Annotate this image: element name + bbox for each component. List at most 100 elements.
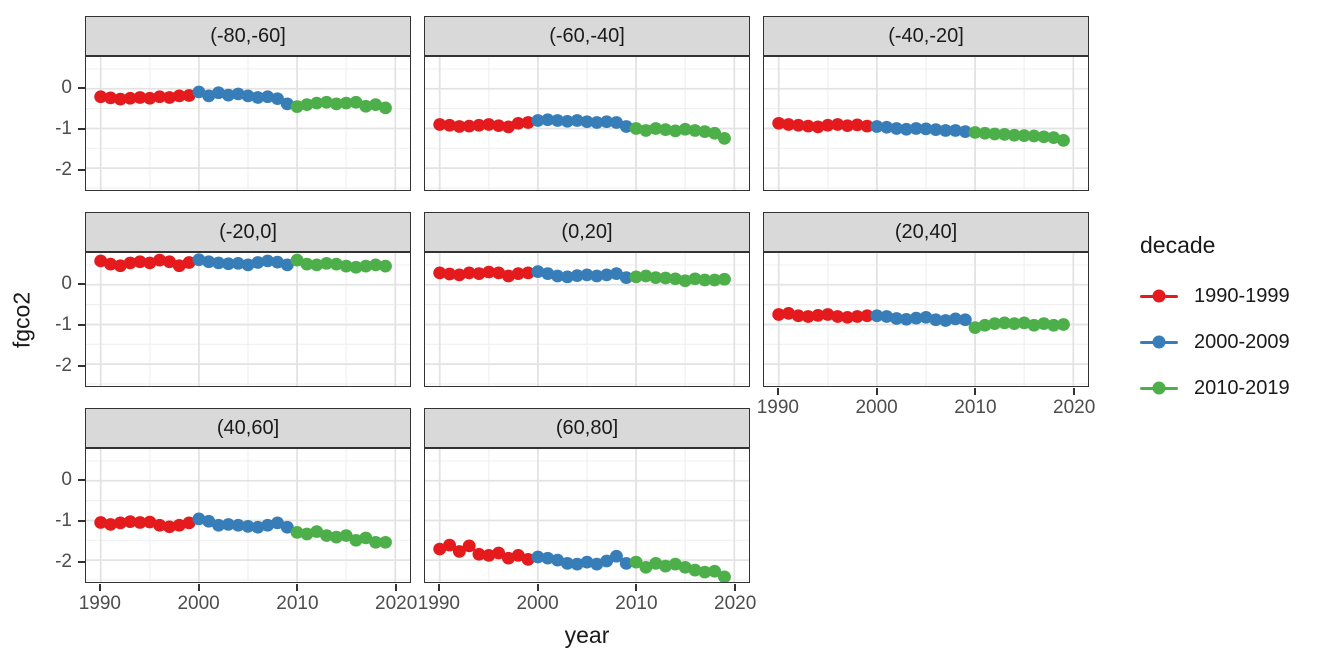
data-point: [192, 85, 206, 99]
data-point: [791, 309, 805, 323]
data-point: [590, 557, 604, 571]
data-point: [1056, 318, 1070, 331]
data-point: [359, 531, 373, 545]
data-point: [482, 549, 496, 562]
data-point: [369, 98, 383, 111]
x-tick-label: 2000: [516, 593, 559, 614]
data-point: [162, 91, 176, 104]
x-tick-mark: [296, 584, 299, 591]
x-tick-mark: [875, 388, 878, 395]
data-point: [472, 267, 486, 281]
series-2000-2009: [870, 309, 972, 327]
data-point: [329, 257, 343, 271]
data-point: [172, 89, 186, 103]
data-point: [280, 97, 294, 111]
data-point: [153, 518, 167, 532]
data-point: [212, 256, 226, 270]
legend-key-icon: [1140, 334, 1178, 350]
data-point: [708, 273, 722, 287]
series-2010-2019: [629, 555, 731, 582]
x-tick-label: 2020: [1053, 397, 1096, 418]
legend-entry: 2000-2009: [1140, 319, 1340, 365]
data-point: [811, 308, 825, 322]
data-point: [378, 101, 392, 115]
data-point: [329, 97, 343, 111]
data-point: [339, 259, 353, 273]
data-point: [511, 267, 525, 281]
x-tick-mark: [1073, 388, 1076, 395]
data-point: [929, 313, 943, 327]
data-point: [958, 313, 972, 327]
legend-key-icon: [1140, 288, 1178, 304]
data-point: [261, 90, 275, 104]
data-point: [600, 554, 614, 568]
data-point: [880, 120, 894, 134]
data-point: [649, 271, 663, 284]
data-point: [978, 126, 992, 140]
data-point: [501, 269, 515, 283]
data-point: [629, 555, 643, 569]
x-tick-mark: [974, 388, 977, 395]
x-tick-mark: [437, 584, 440, 591]
data-point: [659, 271, 673, 285]
data-point: [909, 311, 923, 325]
data-point: [133, 91, 147, 104]
data-point: [698, 125, 712, 138]
y-tick-label: -1: [55, 314, 72, 336]
facet-strip: (40,60]: [85, 408, 411, 448]
data-point: [113, 259, 127, 273]
series-2000-2009: [192, 253, 294, 272]
x-tick-mark: [98, 584, 101, 591]
data-point: [929, 123, 943, 137]
data-point: [840, 119, 854, 133]
data-point: [968, 321, 982, 334]
data-point: [708, 126, 722, 140]
data-point: [570, 114, 584, 127]
data-point: [978, 318, 992, 332]
data-point: [104, 257, 118, 271]
data-point: [639, 124, 653, 137]
data-point: [192, 253, 206, 267]
series-1990-1999: [94, 89, 196, 106]
data-point: [492, 266, 506, 280]
facet-(-80,-60]: (-80,-60] 0 -1 -2: [55, 16, 411, 191]
series-2000-2009: [531, 265, 633, 284]
data-point: [958, 125, 972, 138]
data-point: [359, 259, 373, 273]
facet-panel: [85, 447, 411, 583]
data-point: [698, 273, 712, 287]
data-point: [482, 265, 496, 279]
y-tick-label: -1: [55, 510, 72, 532]
data-point: [1027, 129, 1041, 143]
data-point: [531, 114, 545, 127]
data-point: [452, 120, 466, 133]
data-point: [472, 118, 486, 132]
data-point: [261, 254, 275, 268]
data-point: [551, 114, 565, 127]
data-point: [251, 256, 265, 269]
series-2010-2019: [290, 253, 392, 274]
series-2010-2019: [968, 126, 1070, 147]
data-point: [678, 560, 692, 574]
data-point: [668, 272, 682, 286]
data-point: [339, 529, 353, 542]
data-point: [890, 312, 904, 325]
x-tick-mark: [734, 584, 737, 591]
y-tick-label: -2: [55, 550, 72, 572]
data-point: [590, 116, 604, 129]
data-point: [221, 88, 235, 102]
data-point: [462, 539, 476, 553]
gridlines: [425, 253, 749, 386]
data-point: [290, 253, 304, 267]
data-point: [511, 116, 525, 130]
x-tick-label: 2010: [615, 593, 658, 614]
series-1990-1999: [772, 116, 874, 134]
data-point: [919, 122, 933, 136]
data-point: [988, 317, 1002, 331]
data-point: [143, 515, 157, 529]
data-point: [1037, 317, 1051, 331]
facet-panel: [424, 251, 750, 387]
data-point: [580, 115, 594, 129]
legend-entry: 2010-2019: [1140, 365, 1340, 411]
